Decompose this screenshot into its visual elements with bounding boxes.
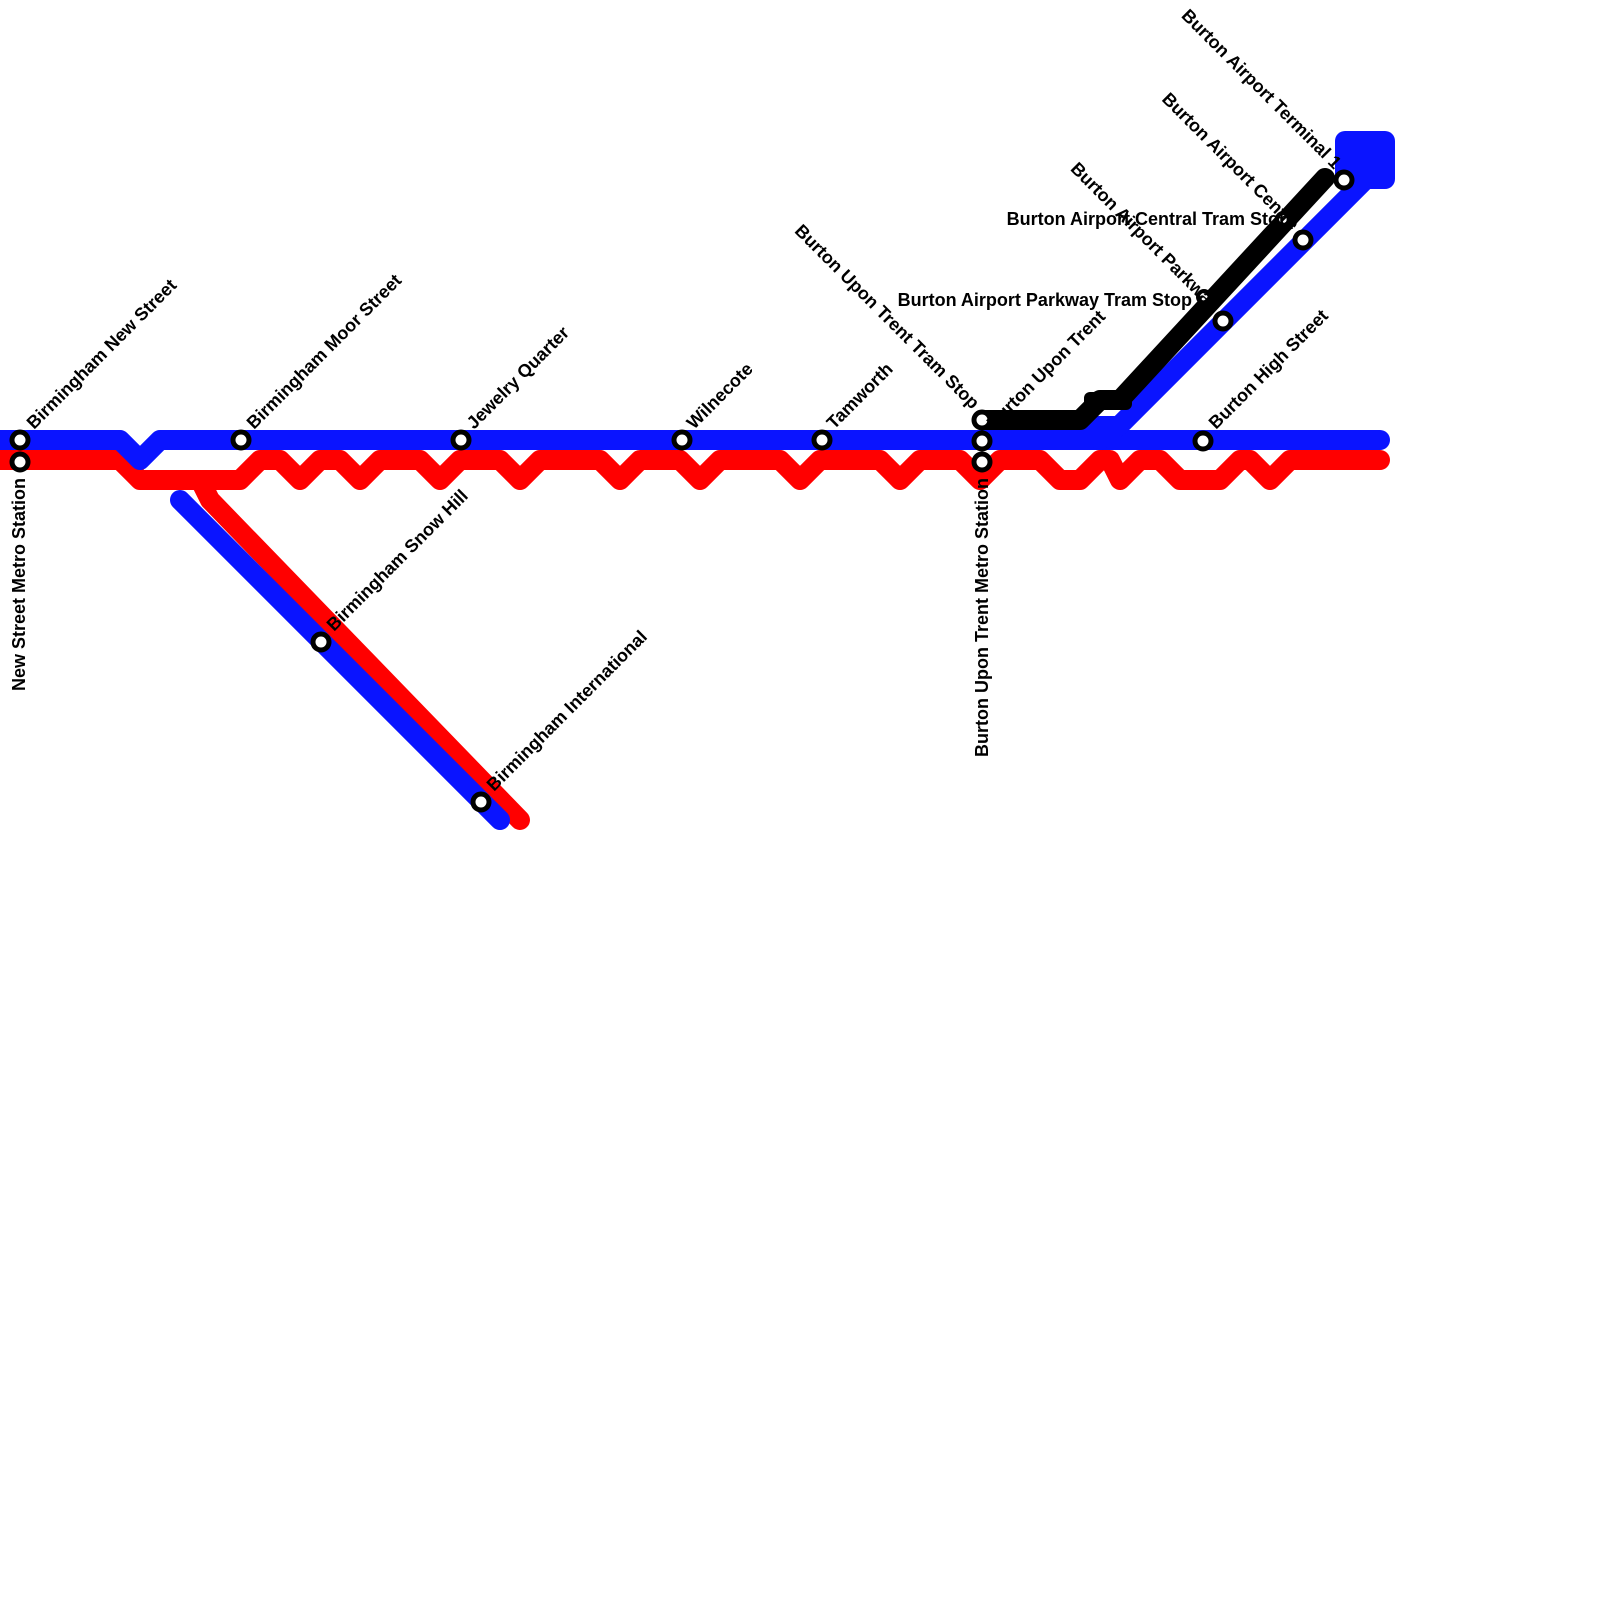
black-line [972,168,1335,430]
label-birmingham-new-street: Birmingham New Street [23,275,181,433]
station-marker-burton-upon-trent-metro-station[interactable] [971,451,993,473]
station-marker-birmingham-international[interactable] [470,791,492,813]
label-tamworth: Tamworth [823,359,897,433]
red-line-branch [190,470,530,830]
station-marker-jewelry-quarter[interactable] [450,429,472,451]
label-burton-upon-trent-metro-station: Burton Upon Trent Metro Station [972,478,992,757]
label-birmingham-international: Birmingham International [483,627,651,795]
label-wilnecote: Wilnecote [683,359,757,433]
label-burton-airport-central-tram-stop: Burton Airport Central Tram Stop [1007,209,1290,229]
station-marker-burton-upon-trent[interactable] [971,430,993,452]
label-jewelry-quarter: Jewelry Quarter [463,322,573,432]
label-new-street-metro-station: New Street Metro Station [9,478,29,691]
blue-line-branch [170,490,510,830]
blue-line [0,131,1395,830]
red-line-main [0,450,1390,490]
label-birmingham-snow-hill: Birmingham Snow Hill [323,486,472,635]
station-marker-burton-airport-centre[interactable] [1292,229,1314,251]
station-marker-burton-airport-parkway[interactable] [1212,310,1234,332]
station-marker-burton-high-street[interactable] [1192,430,1214,452]
station-marker-burton-airport-central-tram-stop[interactable] [1275,211,1291,227]
station-marker-birmingham-snow-hill[interactable] [310,631,332,653]
station-marker-new-street-metro-station[interactable] [9,451,31,473]
station-marker-burton-upon-trent-tram-stop[interactable] [971,409,993,431]
label-burton-airport-parkway-tram-stop: Burton Airport Parkway Tram Stop [898,290,1192,310]
station-marker-burton-airport-parkway-tram-stop[interactable] [1196,289,1212,305]
red-line [0,450,1390,830]
station-marker-birmingham-new-street[interactable] [9,429,31,451]
label-burton-airport-terminal: Burton Airport Terminal 1 [1178,5,1346,173]
label-burton-upon-trent-tram-stop: Burton Upon Trent Tram Stop [791,220,983,412]
blue-line-main [0,430,1390,470]
stations [9,169,1355,813]
station-marker-burton-airport-terminal[interactable] [1333,169,1355,191]
station-marker-birmingham-moor-street[interactable] [230,429,252,451]
label-birmingham-moor-street: Birmingham Moor Street [243,270,406,433]
station-marker-wilnecote[interactable] [671,429,693,451]
black-line-junction [1084,392,1132,410]
station-marker-tamworth[interactable] [811,429,833,451]
